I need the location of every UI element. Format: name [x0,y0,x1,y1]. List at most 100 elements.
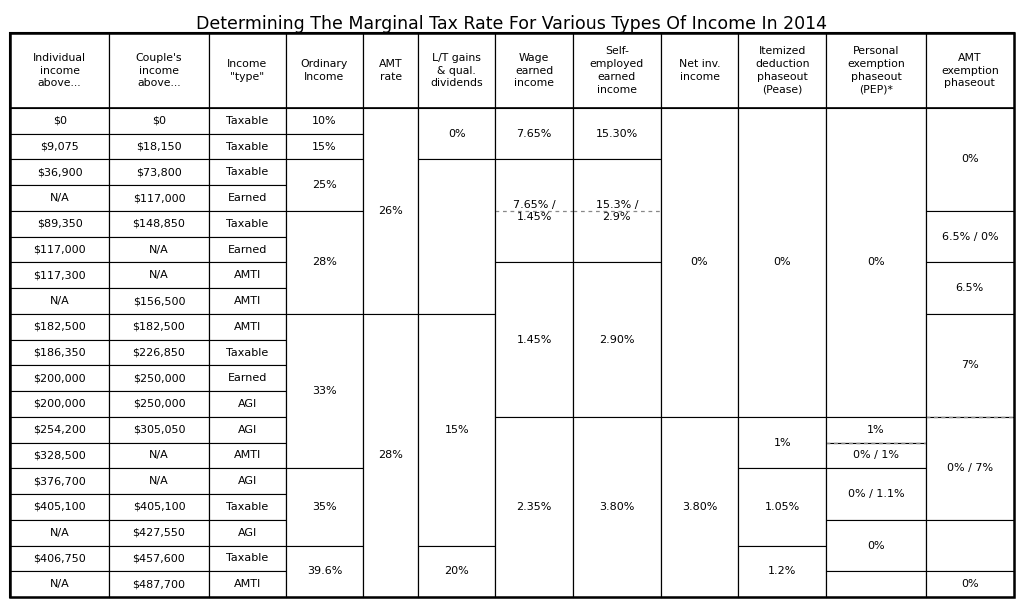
Text: Taxable: Taxable [226,142,268,152]
Bar [110,468,209,494]
Bar [110,520,209,546]
Bar [10,263,110,288]
Bar [110,288,209,314]
Text: L/T gains
& qual.
dividends: L/T gains & qual. dividends [430,53,483,88]
Text: 2.35%: 2.35% [516,502,552,512]
Bar [738,417,826,468]
Text: $405,100: $405,100 [34,502,86,512]
Bar [110,339,209,365]
Bar [572,417,660,597]
Bar [660,417,738,597]
Bar [496,160,572,263]
Bar [209,365,286,391]
Text: Taxable: Taxable [226,554,268,563]
Text: 2.90%: 2.90% [599,335,635,345]
Text: AGI: AGI [238,425,257,435]
Bar [209,546,286,571]
Bar [418,33,496,108]
Bar [286,314,364,468]
Bar [926,263,1014,314]
Bar [110,417,209,443]
Text: $200,000: $200,000 [34,399,86,409]
Bar [209,160,286,185]
Text: 20%: 20% [444,566,469,577]
Bar [418,546,496,597]
Text: 3.80%: 3.80% [682,502,717,512]
Text: Wage
earned
income: Wage earned income [514,53,554,88]
Bar [10,468,110,494]
Text: $405,100: $405,100 [133,502,185,512]
Text: 0%: 0% [449,129,466,139]
Bar [10,417,110,443]
Bar [10,546,110,571]
Bar [826,33,926,108]
Bar [209,134,286,160]
Bar [209,263,286,288]
Bar [10,520,110,546]
Text: 1%: 1% [773,437,792,448]
Text: AMT
rate: AMT rate [379,59,402,82]
Text: N/A: N/A [150,270,169,280]
Bar [364,108,418,314]
Bar [496,33,572,108]
Bar [926,520,1014,571]
Text: AMTI: AMTI [233,296,261,306]
Text: 1%: 1% [867,425,885,435]
Text: 0%: 0% [962,579,979,589]
Bar [110,134,209,160]
Bar [110,237,209,263]
Text: N/A: N/A [50,528,70,538]
Bar [496,263,572,417]
Bar [110,494,209,520]
Bar [209,571,286,597]
Text: $226,850: $226,850 [132,347,185,358]
Bar [209,288,286,314]
Text: Determining The Marginal Tax Rate For Various Types Of Income In 2014: Determining The Marginal Tax Rate For Va… [197,15,827,33]
Bar [418,314,496,546]
Bar [286,546,364,597]
Text: 28%: 28% [378,451,403,460]
Text: 6.5%: 6.5% [955,283,984,293]
Text: AMTI: AMTI [233,270,261,280]
Text: $250,000: $250,000 [133,399,185,409]
Text: Taxable: Taxable [226,219,268,229]
Text: Taxable: Taxable [226,116,268,126]
Bar [10,571,110,597]
Bar [738,546,826,597]
Bar [110,391,209,417]
Text: $36,900: $36,900 [37,168,83,177]
Text: AMTI: AMTI [233,579,261,589]
Text: 3.80%: 3.80% [599,502,635,512]
Text: AGI: AGI [238,476,257,486]
Text: 7.65% /
1.45%: 7.65% / 1.45% [513,200,555,223]
Bar [826,417,926,443]
Text: $200,000: $200,000 [34,373,86,383]
Bar [110,108,209,134]
Bar [110,33,209,108]
Text: Itemized
deduction
phaseout
(Pease): Itemized deduction phaseout (Pease) [755,47,810,95]
Text: 1.05%: 1.05% [765,502,800,512]
Bar [496,108,572,160]
Bar [10,494,110,520]
Text: 7.65%: 7.65% [516,129,552,139]
Bar [10,237,110,263]
Text: 1.2%: 1.2% [768,566,797,577]
Bar [660,33,738,108]
Text: $186,350: $186,350 [34,347,86,358]
Bar [10,365,110,391]
Text: $0: $0 [152,116,166,126]
Text: 28%: 28% [312,257,337,267]
Bar [926,33,1014,108]
Text: $376,700: $376,700 [33,476,86,486]
Text: Individual
income
above...: Individual income above... [33,53,86,88]
Bar [110,571,209,597]
Bar [738,108,826,417]
Bar [10,339,110,365]
Text: N/A: N/A [50,193,70,203]
Text: AMTI: AMTI [233,451,261,460]
Text: 0% / 7%: 0% / 7% [947,463,993,473]
Text: $0: $0 [52,116,67,126]
Bar [738,468,826,546]
Text: $254,200: $254,200 [33,425,86,435]
Bar [286,134,364,160]
